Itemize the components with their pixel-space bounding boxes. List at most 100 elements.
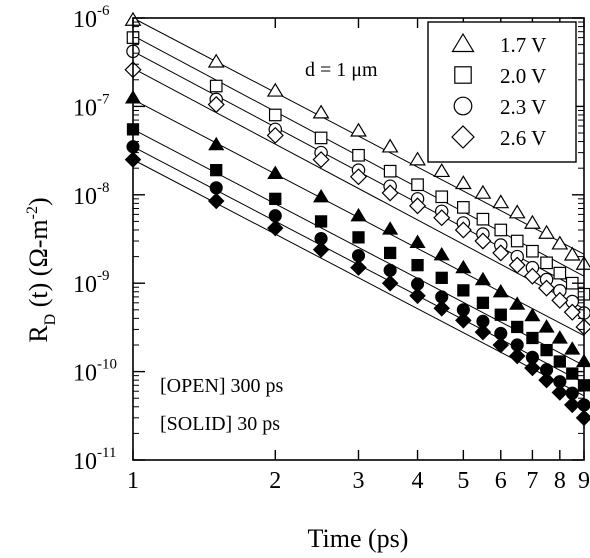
point-solid-diamond-10 (474, 323, 492, 341)
point-solid-square-15 (553, 355, 566, 368)
point-solid-triangle-10 (474, 271, 491, 286)
point-open-square-13 (526, 244, 539, 258)
point-solid-circle-2 (209, 181, 223, 195)
point-open-square-9 (457, 201, 470, 214)
y-tick-base: 10 (73, 184, 97, 210)
point-solid-diamond-3 (267, 219, 284, 237)
point-open-diamond-10 (474, 232, 492, 250)
point-solid-square-5 (352, 231, 365, 244)
point-open-square-11 (494, 223, 508, 237)
point-solid-square-8 (435, 271, 448, 284)
point-solid-diamond-16 (564, 396, 581, 414)
point-solid-square-14 (540, 343, 553, 357)
y-tick-base: 10 (73, 7, 97, 33)
point-open-triangle-4 (312, 104, 330, 119)
point-solid-diamond-15 (551, 384, 569, 401)
point-open-square-7 (411, 178, 424, 192)
y-tick-base: 10 (73, 361, 97, 387)
point-open-diamond-7 (409, 197, 427, 215)
point-open-square-14 (540, 256, 553, 270)
legend-label-1: 1.7 V (500, 33, 546, 57)
y-tick-exponent: -7 (97, 91, 110, 107)
point-solid-triangle-5 (350, 207, 367, 222)
point-solid-diamond-6 (381, 274, 399, 292)
y-axis-label-text: (t) (Ω-m (24, 219, 53, 313)
point-open-diamond-8 (433, 209, 451, 227)
point-solid-diamond-5 (350, 259, 367, 276)
point-solid-triangle-6 (382, 221, 399, 235)
legend: 1.7 V 2.0 V 2.3 V 2.6 V (427, 21, 577, 163)
y-tick-exponent: -6 (97, 3, 110, 19)
y-axis-label-subscript: D (42, 314, 59, 326)
point-open-triangle-5 (350, 122, 367, 137)
point-solid-diamond-13 (524, 359, 541, 377)
point-solid-diamond-7 (409, 287, 426, 305)
point-open-triangle-16 (563, 246, 581, 261)
y-tick-label-4: 10-10 (73, 357, 117, 387)
point-solid-diamond-8 (433, 300, 450, 317)
point-open-square-10 (476, 212, 490, 226)
point-open-diamond-16 (563, 303, 581, 321)
point-open-triangle-8 (433, 163, 451, 178)
y-axis-label-superscript: -2 (24, 206, 41, 219)
point-open-triangle-9 (454, 175, 472, 190)
x-tick-label-6: 6 (495, 468, 507, 494)
point-open-diamond-14 (538, 279, 556, 297)
point-open-triangle-2 (207, 53, 225, 68)
point-solid-square-10 (476, 296, 490, 309)
point-solid-square-7 (411, 259, 424, 272)
point-open-triangle-12 (508, 204, 526, 219)
point-solid-square-6 (384, 246, 397, 260)
legend-marker-square (454, 66, 472, 84)
point-open-triangle-7 (409, 151, 426, 166)
point-open-diamond-4 (312, 151, 330, 169)
point-open-diamond-2 (207, 95, 225, 114)
y-axis-label-close: ) (24, 197, 53, 206)
point-solid-triangle-11 (492, 283, 509, 298)
x-tick-label-1: 1 (127, 468, 139, 494)
y-tick-label-3: 10-9 (73, 268, 110, 298)
point-open-diamond-13 (523, 267, 541, 285)
y-axis-label: RD (t) (Ω-m-2) (24, 197, 59, 342)
point-solid-square-2 (210, 164, 223, 177)
point-open-diamond-3 (266, 126, 284, 144)
legend-marker-circle (453, 96, 473, 116)
legend-marker-diamond (451, 125, 475, 149)
point-open-square-15 (553, 266, 567, 280)
y-tick-base: 10 (73, 95, 97, 121)
point-solid-diamond-12 (508, 347, 526, 365)
thickness-annotation: d = 1 μm (305, 59, 378, 81)
point-solid-triangle-14 (538, 319, 555, 333)
point-solid-triangle-4 (313, 188, 330, 203)
point-solid-diamond-9 (455, 312, 472, 329)
point-solid-triangle-16 (564, 341, 581, 355)
point-solid-square-11 (494, 308, 507, 321)
point-solid-diamond-14 (538, 371, 555, 389)
y-tick-exponent: -10 (97, 357, 117, 373)
point-open-square-6 (383, 164, 397, 178)
point-open-diamond-15 (551, 291, 569, 309)
legend-box (427, 21, 577, 163)
point-open-square-12 (510, 234, 524, 248)
point-solid-triangle-8 (433, 246, 450, 261)
point-solid-circle-6 (383, 263, 397, 277)
x-tick-label-8: 8 (554, 468, 566, 494)
point-solid-diamond-2 (207, 192, 225, 210)
point-open-triangle-13 (524, 214, 541, 229)
data-markers (124, 11, 590, 427)
point-solid-square-13 (526, 331, 539, 345)
x-tick-label-5: 5 (457, 468, 469, 494)
y-axis-label-main: R (24, 325, 53, 343)
legend-label-3: 2.3 V (500, 95, 546, 119)
x-tick-label-9: 9 (578, 468, 590, 494)
fit-line-8 (132, 159, 585, 397)
point-solid-square-12 (511, 320, 524, 334)
point-solid-square-4 (314, 215, 328, 228)
fit-line-6 (132, 128, 585, 366)
point-open-triangle-11 (492, 194, 510, 209)
y-tick-exponent: -9 (97, 268, 110, 284)
x-tick-label-7: 7 (526, 468, 538, 494)
